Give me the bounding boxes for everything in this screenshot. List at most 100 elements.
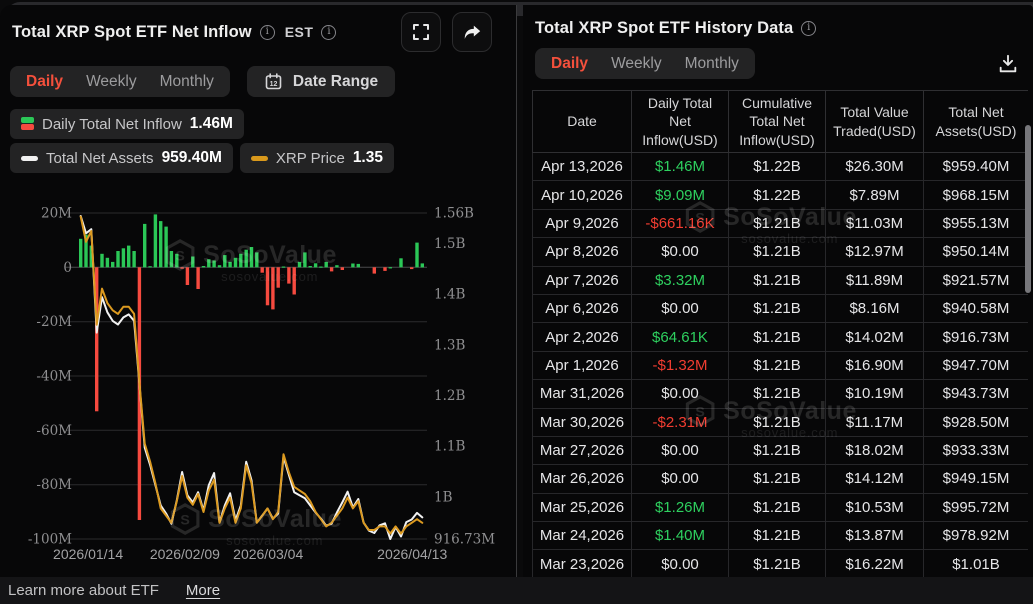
value-cell: $10.53M bbox=[825, 492, 924, 523]
footer-more-link[interactable]: More bbox=[185, 582, 221, 599]
table-row: Mar 26,2026 $0.00 $1.21B $14.12M $949.15M bbox=[532, 464, 1028, 494]
value-cell: $995.72M bbox=[923, 492, 1028, 523]
date-cell: Mar 30,2026 bbox=[532, 407, 632, 437]
value-cell: $928.50M bbox=[923, 407, 1028, 437]
value-cell: -$2.31M bbox=[631, 407, 729, 437]
table-row: Mar 24,2026 $1.40M $1.21B $13.87M $978.92M bbox=[532, 521, 1028, 551]
tab-daily[interactable]: Daily bbox=[26, 72, 64, 90]
value-cell: $7.89M bbox=[825, 180, 924, 210]
legend-value: 1.35 bbox=[352, 149, 383, 166]
legend-row: Daily Total Net Inflow 1.46M bbox=[10, 109, 244, 139]
svg-text:1.2B: 1.2B bbox=[434, 388, 465, 404]
chart-controls: Daily Weekly Monthly 12 Date Range bbox=[10, 66, 396, 97]
value-cell: $11.89M bbox=[825, 265, 924, 295]
column-header: Date bbox=[532, 90, 632, 153]
date-cell: Mar 31,2026 bbox=[532, 379, 632, 409]
value-cell: $1.21B bbox=[728, 464, 826, 494]
value-cell: $1.40M bbox=[631, 521, 729, 551]
svg-text:2026/03/04: 2026/03/04 bbox=[233, 546, 303, 562]
value-cell: $943.73M bbox=[923, 379, 1028, 409]
chart-title: Total XRP Spot ETF Net Inflow bbox=[12, 22, 252, 41]
svg-text:2026/02/09: 2026/02/09 bbox=[150, 546, 220, 562]
legend-label: XRP Price bbox=[275, 149, 345, 167]
svg-text:-20M: -20M bbox=[36, 314, 72, 330]
info-icon[interactable]: i bbox=[321, 24, 337, 40]
svg-text:1.56B: 1.56B bbox=[434, 206, 474, 222]
column-header: Total Net Assets(USD) bbox=[923, 90, 1028, 153]
calendar-icon: 12 bbox=[265, 73, 282, 90]
value-cell: $8.16M bbox=[825, 293, 924, 324]
table-row: Apr 10,2026 $9.09M $1.22B $7.89M $968.15M bbox=[532, 180, 1028, 210]
svg-text:0: 0 bbox=[63, 260, 72, 276]
value-cell: $1.01B bbox=[923, 549, 1028, 577]
table-row: Apr 9,2026 -$661.16K $1.21B $11.03M $955.13M bbox=[532, 208, 1028, 239]
table-controls: Daily Weekly Monthly bbox=[535, 48, 1019, 79]
value-cell: $978.92M bbox=[923, 521, 1028, 551]
value-cell: $947.70M bbox=[923, 350, 1028, 381]
tab-monthly[interactable]: Monthly bbox=[684, 54, 739, 72]
value-cell: $1.22B bbox=[728, 180, 826, 210]
value-cell: $11.03M bbox=[825, 208, 924, 239]
svg-text:1.3B: 1.3B bbox=[434, 337, 465, 353]
table-row: Mar 23,2026 $0.00 $1.21B $16.22M $1.01B bbox=[532, 549, 1028, 577]
date-cell: Mar 27,2026 bbox=[532, 435, 632, 466]
value-cell: $16.22M bbox=[825, 549, 924, 577]
table-scrollbar[interactable] bbox=[1025, 125, 1031, 293]
fullscreen-button[interactable] bbox=[401, 12, 441, 52]
info-icon[interactable]: i bbox=[259, 24, 275, 40]
date-cell: Apr 1,2026 bbox=[532, 350, 632, 381]
svg-text:1.4B: 1.4B bbox=[434, 287, 465, 303]
value-cell: $1.21B bbox=[728, 549, 826, 577]
value-cell: $0.00 bbox=[631, 549, 729, 577]
value-cell: $0.00 bbox=[631, 237, 729, 267]
tab-weekly[interactable]: Weekly bbox=[611, 54, 662, 72]
table-row: Apr 7,2026 $3.32M $1.21B $11.89M $921.57M bbox=[532, 265, 1028, 295]
svg-text:-40M: -40M bbox=[36, 369, 72, 385]
legend-assets[interactable]: Total Net Assets 959.40M bbox=[10, 143, 233, 173]
download-button[interactable] bbox=[997, 53, 1019, 75]
legend-value: 1.46M bbox=[189, 115, 233, 132]
value-cell: $1.22B bbox=[728, 151, 826, 182]
value-cell: $1.21B bbox=[728, 293, 826, 324]
value-cell: $14.12M bbox=[825, 464, 924, 494]
download-icon bbox=[999, 54, 1017, 72]
legend-value: 959.40M bbox=[161, 149, 222, 166]
footer-text: Learn more about ETF bbox=[8, 582, 159, 599]
table-header: Total XRP Spot ETF History Data i bbox=[535, 13, 817, 43]
table-row: Apr 6,2026 $0.00 $1.21B $8.16M $940.58M bbox=[532, 293, 1028, 324]
value-cell: $13.87M bbox=[825, 521, 924, 551]
chart-panel: Total XRP Spot ETF Net Inflow i EST i Da… bbox=[0, 5, 517, 577]
interval-tabs: Daily Weekly Monthly bbox=[535, 48, 755, 79]
legend-price[interactable]: XRP Price 1.35 bbox=[239, 143, 394, 173]
table-title: Total XRP Spot ETF History Data bbox=[535, 18, 794, 37]
etf-netflow-chart[interactable]: 20M 0 -20M -40M -60M -80M -100M 1.56B 1.5B 1.4B 1.… bbox=[0, 195, 517, 577]
value-cell: $1.21B bbox=[728, 350, 826, 381]
legend-label: Total Net Assets bbox=[46, 149, 154, 167]
value-cell: $921.57M bbox=[923, 265, 1028, 295]
legend-label: Daily Total Net Inflow bbox=[42, 115, 182, 133]
value-cell: $1.21B bbox=[728, 521, 826, 551]
tab-daily[interactable]: Daily bbox=[551, 54, 589, 72]
svg-text:1.1B: 1.1B bbox=[434, 439, 465, 455]
value-cell: $968.15M bbox=[923, 180, 1028, 210]
legend-inflow[interactable]: Daily Total Net Inflow 1.46M bbox=[10, 109, 244, 139]
table-row: Mar 30,2026 -$2.31M $1.21B $11.17M $928.50M bbox=[532, 407, 1028, 437]
legend-row: Total Net Assets 959.40M XRP Price 1.35 bbox=[10, 143, 394, 173]
date-cell: Mar 24,2026 bbox=[532, 521, 632, 551]
value-cell: $11.17M bbox=[825, 407, 924, 437]
value-cell: -$1.32M bbox=[631, 350, 729, 381]
date-range-button[interactable]: 12 Date Range bbox=[246, 66, 396, 97]
column-header: Daily Total Net Inflow(USD) bbox=[631, 90, 729, 153]
value-cell: $1.26M bbox=[631, 492, 729, 523]
date-cell: Mar 26,2026 bbox=[532, 464, 632, 494]
value-cell: $1.21B bbox=[728, 237, 826, 267]
svg-text:1.5B: 1.5B bbox=[434, 236, 465, 252]
date-cell: Mar 25,2026 bbox=[532, 492, 632, 523]
history-table: Date Daily Total Net Inflow(USD) Cumulativ… bbox=[532, 90, 1028, 577]
tab-weekly[interactable]: Weekly bbox=[86, 72, 137, 90]
share-button[interactable] bbox=[452, 12, 492, 52]
info-icon[interactable]: i bbox=[801, 20, 817, 36]
tab-monthly[interactable]: Monthly bbox=[159, 72, 214, 90]
svg-text:916.73M: 916.73M bbox=[434, 532, 495, 548]
svg-text:-80M: -80M bbox=[36, 477, 72, 493]
